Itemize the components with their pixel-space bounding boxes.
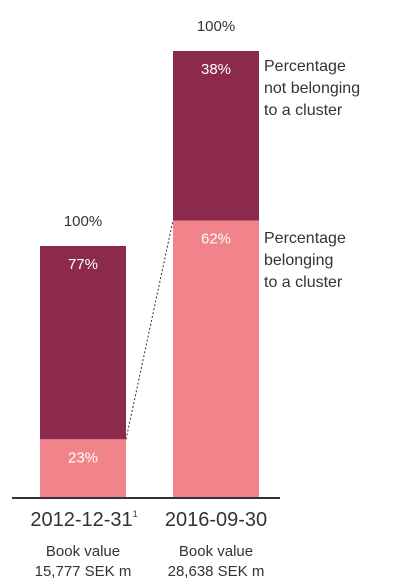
x-tick-label-2012: 2012-12-311 — [30, 509, 137, 531]
legend-belonging: Percentage belonging to a cluster — [264, 230, 346, 291]
value-label-belonging-2016: 62% — [201, 230, 231, 247]
footnote-marker: 1 — [133, 509, 138, 519]
book-value-amount-2016: 28,638 SEK m — [168, 563, 265, 580]
bar-segment-belonging-2012 — [40, 439, 126, 497]
value-label-not-belonging-2016: 38% — [201, 61, 231, 78]
value-label-belonging-2012: 23% — [68, 449, 98, 466]
total-label-2012: 100% — [64, 213, 102, 230]
total-label-2016: 100% — [197, 18, 235, 35]
bars-group: 23% 77% 62% 38% — [40, 51, 259, 498]
value-label-not-belonging-2012: 77% — [68, 256, 98, 273]
book-value-amount-2012: 15,777 SEK m — [35, 563, 132, 580]
legend-belonging-line-3: to a cluster — [264, 274, 343, 291]
legend-not-belonging: Percentage not belonging to a cluster — [264, 58, 360, 119]
legend-not-belonging-line-1: Percentage — [264, 58, 346, 75]
legend-not-belonging-line-3: to a cluster — [264, 102, 343, 119]
book-value-label-2012: Book value — [46, 543, 120, 560]
legend-belonging-line-2: belonging — [264, 252, 333, 269]
bar-segment-not-belonging-2016 — [173, 51, 259, 221]
book-value-label-2016: Book value — [179, 543, 253, 560]
connector-line — [125, 220, 174, 440]
x-tick-label-2016: 2016-09-30 — [165, 509, 267, 531]
legend-belonging-line-1: Percentage — [264, 230, 346, 247]
bar-segment-belonging-2016 — [173, 220, 259, 498]
legend-not-belonging-line-2: not belonging — [264, 80, 360, 97]
bar-segment-not-belonging-2012 — [40, 246, 126, 440]
